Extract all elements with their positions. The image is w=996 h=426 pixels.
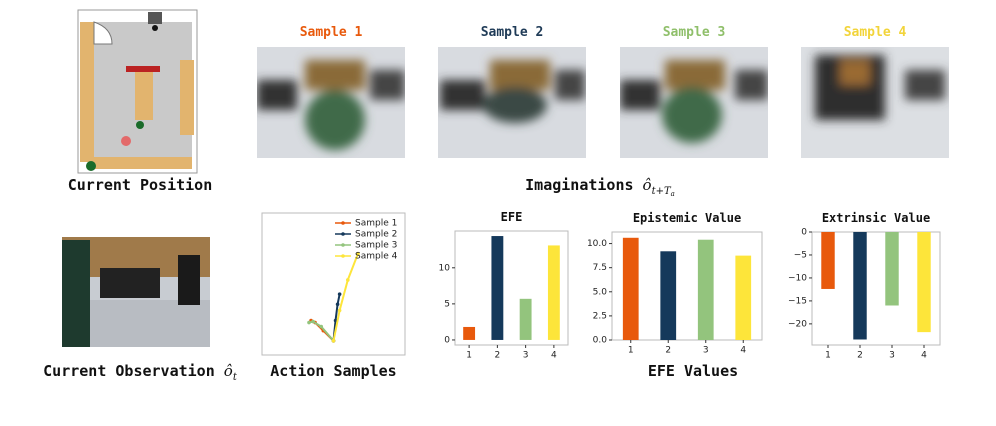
y-tick-label: 10 [439,263,451,273]
imagination-image [257,47,405,158]
bar [853,232,867,340]
caption: Current Position [68,176,213,194]
math-sub: t+T [652,186,672,197]
legend-marker [341,254,345,258]
bar [697,239,714,340]
bar [735,255,752,340]
y-tick-label: −10 [788,273,807,283]
x-tick-label: 2 [495,351,501,361]
x-tick-label: 4 [740,346,746,356]
trajectory-point [337,292,342,296]
legend-marker [341,221,345,225]
y-tick-label: 0.0 [593,336,608,346]
bar [547,245,560,340]
trajectory-point [337,308,342,313]
imagination-image [620,47,768,158]
trajectory-point [331,339,336,343]
chart-title: Epistemic Value [633,211,741,225]
caption-text: Current Observation [43,362,215,380]
x-tick-label: 4 [551,351,557,361]
y-tick-label: 5.0 [593,287,608,297]
bar [463,326,476,340]
y-tick-label: 0 [801,228,807,238]
bar [622,237,639,340]
bar [491,236,504,340]
y-tick-label: 5 [444,299,450,309]
y-tick-label: −20 [788,319,807,329]
x-tick-label: 3 [889,351,895,361]
x-tick-label: 3 [523,351,529,361]
y-tick-label: −15 [788,296,807,306]
math-sub: t [233,372,238,383]
x-tick-label: 1 [628,346,634,356]
sample-title: Sample 3 [663,25,726,40]
imagination-image [438,47,586,158]
trajectory-point [311,319,315,324]
chart-title: Extrinsic Value [822,211,930,225]
x-tick-label: 2 [857,351,863,361]
trajectory-point [319,324,324,329]
trajectory [332,293,341,341]
caption: Current Observation ôt [43,362,238,383]
x-tick-label: 1 [466,351,472,361]
caption: EFE Values [648,362,738,380]
trajectory-point [307,320,311,325]
sample-title: Sample 2 [481,25,544,40]
math: ô [643,176,652,194]
x-tick-label: 4 [921,351,927,361]
math: ô [224,362,233,380]
floor-plan [77,9,198,174]
legend-label: Sample 3 [355,241,397,251]
y-tick-label: 7.5 [593,263,607,273]
legend-marker [341,243,345,247]
legend-label: Sample 1 [355,219,397,229]
trajectory-point [346,278,350,282]
trajectory-point [335,302,340,307]
x-tick-label: 3 [703,346,709,356]
caption: Imaginations ôt+Ta [525,176,675,198]
legend-label: Sample 2 [355,230,397,240]
sample-title: Sample 1 [300,25,363,40]
x-tick-label: 1 [825,351,831,361]
y-tick-label: −5 [794,250,807,260]
y-tick-label: 10.0 [587,239,607,249]
bar [519,298,532,340]
x-tick-label: 2 [665,346,671,356]
sample-title: Sample 4 [844,25,907,40]
chart-title: Action Samples [270,362,396,380]
caption-text: Imaginations [525,176,633,194]
y-tick-label: 0 [444,335,450,345]
chart-title: EFE [501,210,523,224]
bar [917,232,931,333]
bar [660,251,677,340]
imagination-image [801,47,949,158]
legend-marker [341,232,345,236]
trajectory-point [356,251,360,256]
bar [821,232,835,289]
math-subsub: a [671,190,675,198]
trajectory [308,320,335,342]
y-tick-label: 2.5 [593,311,607,321]
observation-image [62,237,210,347]
legend-label: Sample 4 [355,252,398,262]
bar [885,232,899,306]
trajectory [332,253,359,341]
